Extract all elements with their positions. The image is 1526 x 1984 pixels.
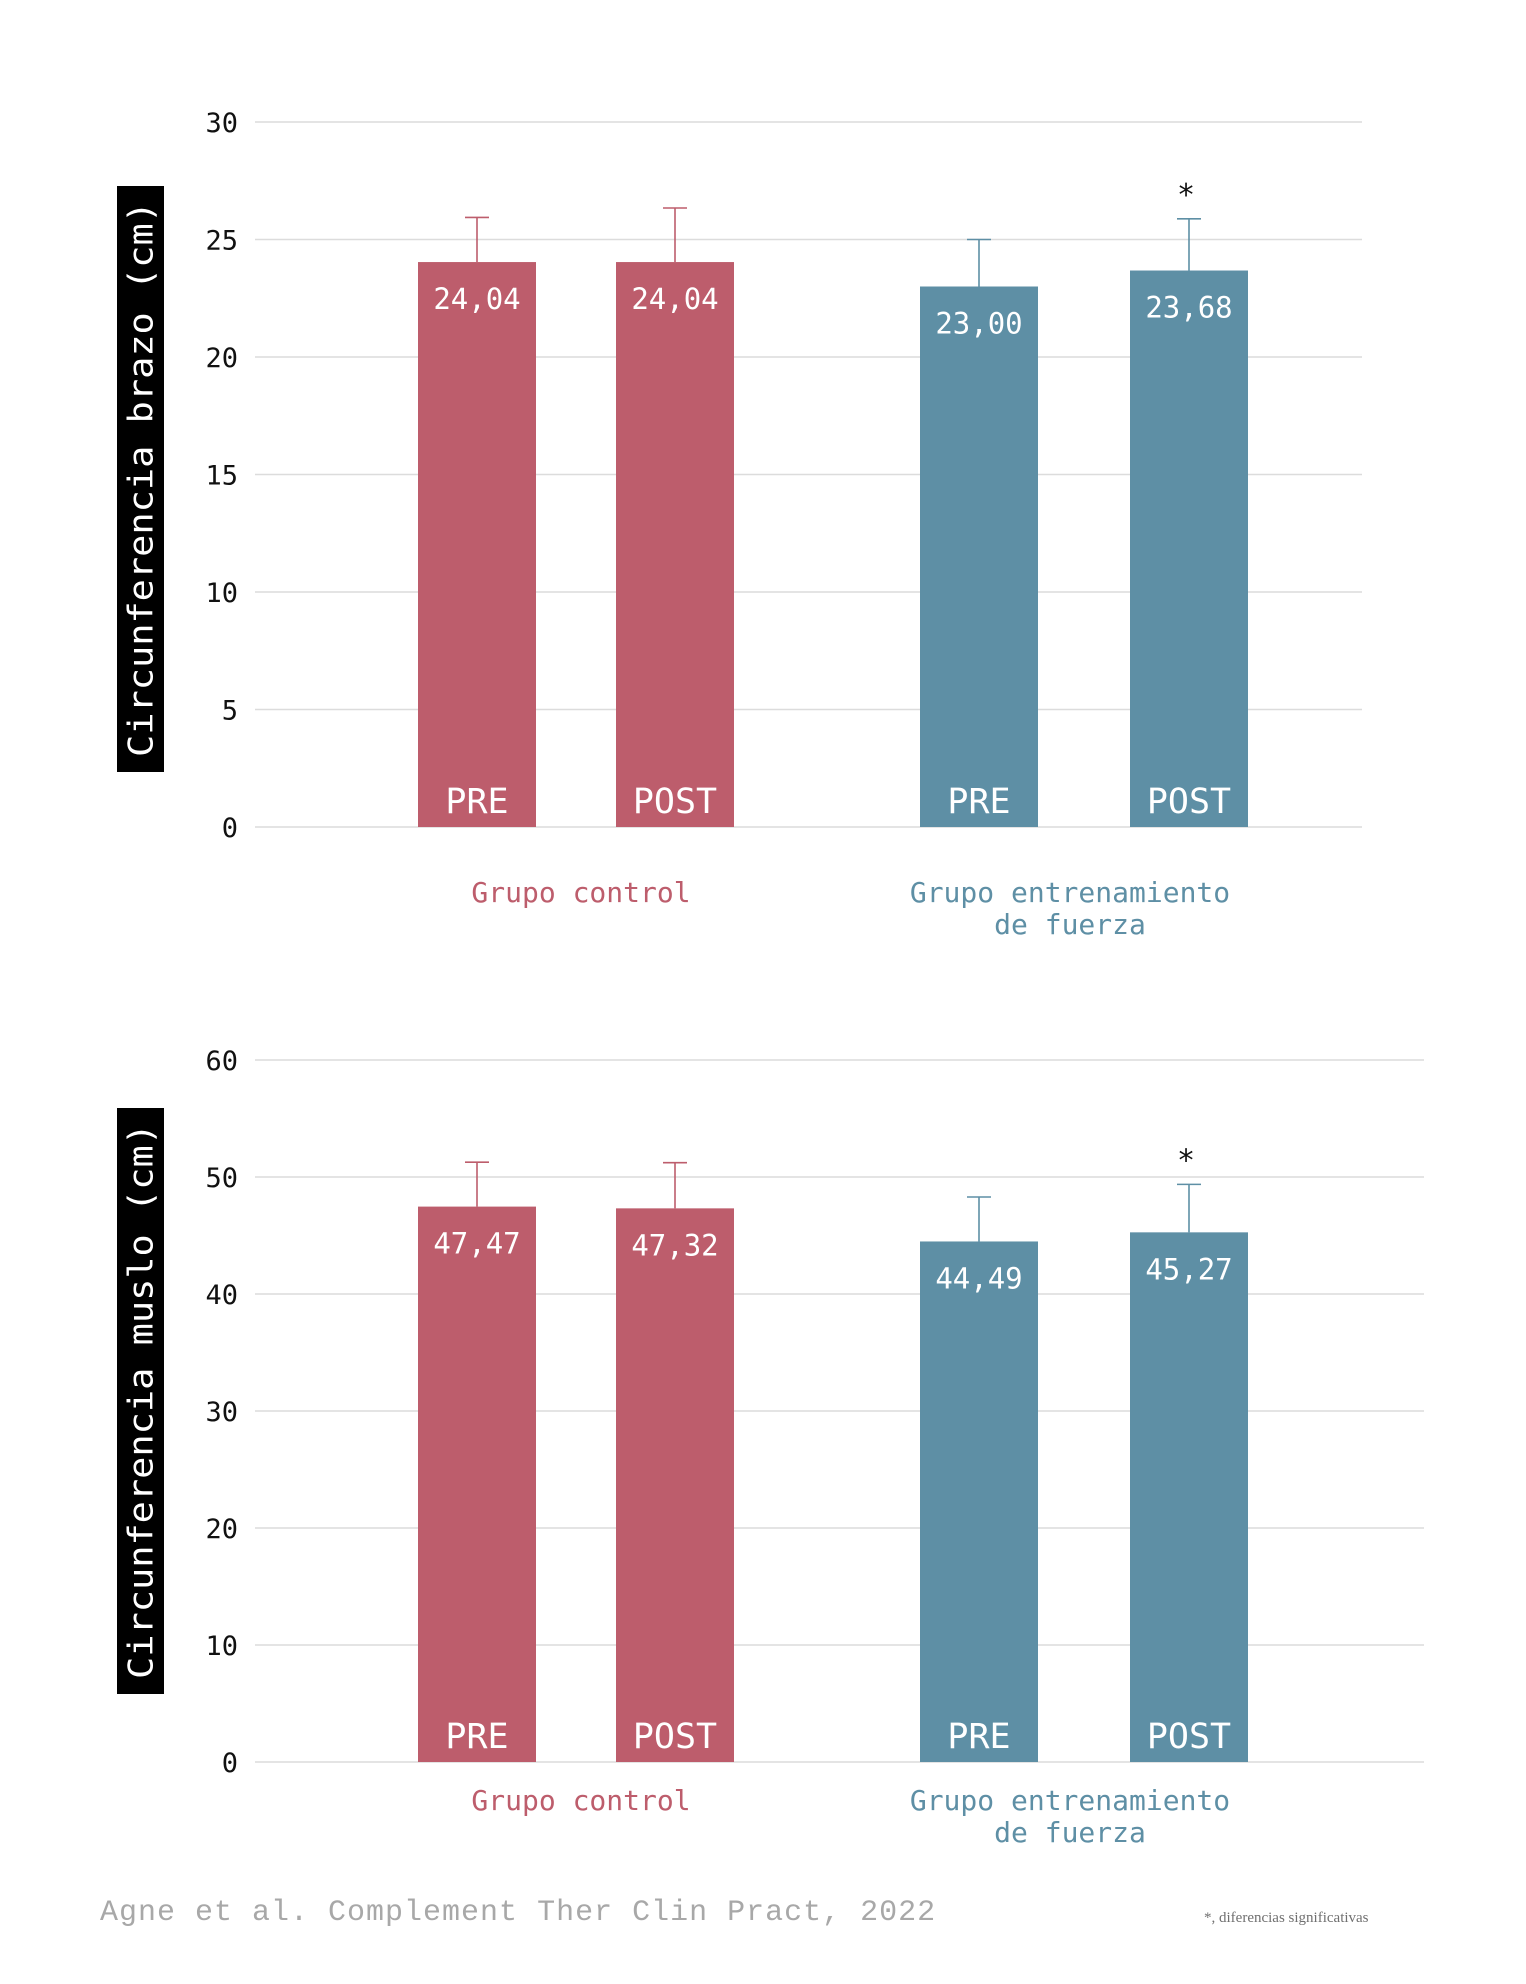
y-axis-label: Circunferencia brazo (cm): [122, 201, 162, 757]
group-label: de fuerza: [994, 908, 1146, 941]
bar-category-label: POST: [1147, 782, 1231, 822]
y-axis-label-box: [117, 186, 164, 772]
bar-value-label: 24,04: [433, 282, 520, 316]
group-label: Grupo entrenamiento: [910, 1784, 1230, 1817]
bar-post: [1130, 270, 1248, 827]
y-tick-label: 50: [205, 1163, 238, 1194]
bar-value-label: 23,68: [1145, 291, 1232, 325]
y-axis-label: Circunferencia muslo (cm): [122, 1123, 162, 1679]
y-tick-label: 60: [205, 1046, 238, 1077]
y-tick-label: 5: [222, 696, 238, 727]
bar-post: [616, 1208, 734, 1762]
y-tick-label: 20: [205, 1514, 238, 1545]
y-axis-label-box: [117, 1108, 164, 1694]
y-tick-label: 20: [205, 343, 238, 374]
significance-marker: *: [1177, 178, 1195, 213]
group-label: de fuerza: [994, 1816, 1146, 1849]
bar-post: [1130, 1232, 1248, 1762]
bar-pre: [920, 286, 1038, 827]
bar-value-label: 44,49: [935, 1261, 1022, 1295]
source-citation: Agne et al. Complement Ther Clin Pract, …: [100, 1896, 937, 1930]
y-tick-label: 0: [222, 1748, 238, 1779]
bar-value-label: 23,00: [935, 307, 1022, 341]
thigh-circumference-chart: 0 10 20 30 40 50 60 Circunferencia muslo (cm) 47…: [117, 1046, 1424, 1849]
bar-category-label: PRE: [445, 1717, 508, 1757]
bar-category-label: PRE: [947, 782, 1010, 822]
bar-pre: [418, 262, 536, 827]
y-tick-label: 30: [205, 108, 238, 139]
bar-value-label: 24,04: [631, 282, 718, 316]
significance-marker: *: [1177, 1143, 1195, 1178]
significance-footnote: *, diferencias significativas: [1204, 1910, 1369, 1926]
y-tick-label: 30: [205, 1397, 238, 1428]
arm-circumference-chart: 0 5 10 15 20 25 30 Circunferencia brazo (cm) 24,…: [117, 108, 1362, 941]
bar-post: [616, 262, 734, 827]
y-tick-label: 25: [205, 226, 238, 257]
y-tick-label: 40: [205, 1280, 238, 1311]
bar-category-label: PRE: [947, 1717, 1010, 1757]
y-tick-label: 15: [205, 461, 238, 492]
bar-category-label: POST: [633, 782, 717, 822]
y-tick-label: 10: [205, 578, 238, 609]
bar-value-label: 45,27: [1145, 1252, 1232, 1286]
bar-category-label: PRE: [445, 782, 508, 822]
y-tick-label: 0: [222, 813, 238, 844]
y-tick-label: 10: [205, 1631, 238, 1662]
group-label: Grupo control: [471, 876, 690, 909]
bar-value-label: 47,32: [631, 1228, 718, 1262]
bar-pre: [920, 1241, 1038, 1762]
bar-category-label: POST: [1147, 1717, 1231, 1757]
group-label: Grupo entrenamiento: [910, 876, 1230, 909]
bar-pre: [418, 1206, 536, 1762]
bar-value-label: 47,47: [433, 1227, 520, 1261]
bar-category-label: POST: [633, 1717, 717, 1757]
group-label: Grupo control: [471, 1784, 690, 1817]
